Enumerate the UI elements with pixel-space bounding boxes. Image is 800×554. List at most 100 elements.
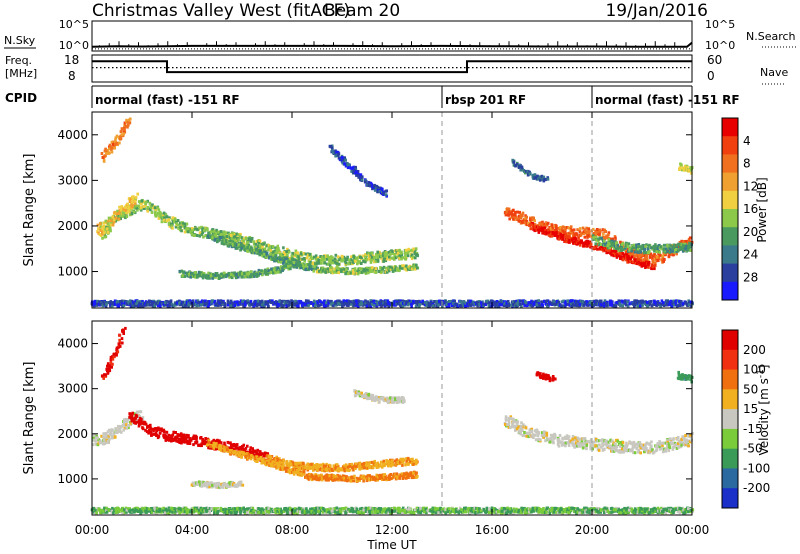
echo-cell [583,243,586,247]
echo-cell [213,299,217,303]
echo-cell [122,304,126,308]
echo-cell [135,414,139,418]
echo-cell [233,304,237,307]
echo-cell [382,254,385,258]
echo-cell [682,240,686,243]
echo-cell [106,222,110,226]
echo-cell [183,224,187,228]
echo-cell [353,169,357,173]
echo-cell [530,299,533,303]
echo-cell [365,268,369,272]
echo-cell [280,302,283,306]
echo-cell [568,240,571,244]
echo-cell [598,242,602,246]
cpid-segment-label: normal (fast) -151 RF [595,93,740,107]
echo-cell [678,166,682,170]
echo-cell [100,152,104,155]
echo-cell [340,159,344,163]
echo-cell [169,301,173,305]
echo-cell [206,234,210,238]
echo-cell [119,130,123,134]
echo-cell [233,271,236,275]
echo-cell [245,244,248,248]
echo-cell [545,223,549,227]
echo-cell [553,302,556,306]
echo-cell [533,302,537,306]
echo-cell [638,254,642,258]
echo-cell [378,269,381,273]
echo-cell [304,303,307,306]
echo-cell [94,442,98,446]
echo-cell [530,223,534,227]
echo-cell [333,267,337,271]
echo-cell [313,265,317,269]
echo-cell [352,303,356,307]
echo-cell [203,228,206,232]
echo-cell [364,255,367,259]
echo-cell [388,265,392,269]
echo-cell [133,412,136,416]
echo-cell [670,304,674,308]
echo-cell [202,272,206,275]
echo-cell [131,411,134,415]
echo-cell [611,237,614,241]
echo-cell [374,267,378,271]
echo-cell [334,154,337,158]
echo-cell [615,241,619,245]
echo-cell [340,259,343,263]
echo-cell [123,426,127,430]
echo-cell [671,302,674,306]
echo-cell [145,430,149,434]
echo-cell [564,226,567,230]
echo-cell [566,226,569,229]
echo-cell [326,299,330,303]
echo-cell [546,177,550,181]
echo-cell [369,184,372,188]
echo-cell [646,304,649,308]
echo-cell [413,250,417,254]
echo-cell [353,257,356,261]
echo-cell [606,244,610,247]
colorbar-swatch [722,209,738,228]
echo-cell [214,275,217,279]
echo-cell [394,256,398,260]
echo-cell [329,302,333,306]
echo-cell [518,165,521,169]
echo-cell [517,214,521,218]
echo-cell [259,250,262,254]
echo-cell [111,223,115,227]
echo-cell [414,300,418,304]
echo-cell [537,230,541,234]
echo-cell [551,226,555,230]
echo-cell [321,256,324,260]
echo-cell [357,175,360,179]
echo-cell [134,416,138,420]
echo-cell [485,299,488,303]
echo-cell [260,269,263,273]
echo-cell [460,304,463,308]
echo-cell [119,303,123,307]
echo-cell [234,276,238,280]
echo-cell [374,270,378,274]
echo-cell [174,217,177,221]
echo-cell [110,219,113,223]
echo-cell [628,248,631,252]
echo-cell [257,273,260,277]
echo-cell [261,254,264,258]
echo-cell [510,304,513,307]
echo-cell [426,301,429,304]
echo-cell [639,259,643,263]
echo-cell [204,234,207,237]
echo-cell [525,219,529,223]
echo-cell [328,299,332,303]
echo-cell [102,432,105,436]
echo-cell [592,236,596,240]
echo-cell [502,304,506,307]
echo-cell [398,268,401,272]
echo-cell [169,303,172,307]
echo-cell [309,260,312,264]
echo-cell [119,217,122,221]
echo-cell [269,252,272,256]
echo-cell [189,275,192,279]
echo-cell [637,243,641,246]
